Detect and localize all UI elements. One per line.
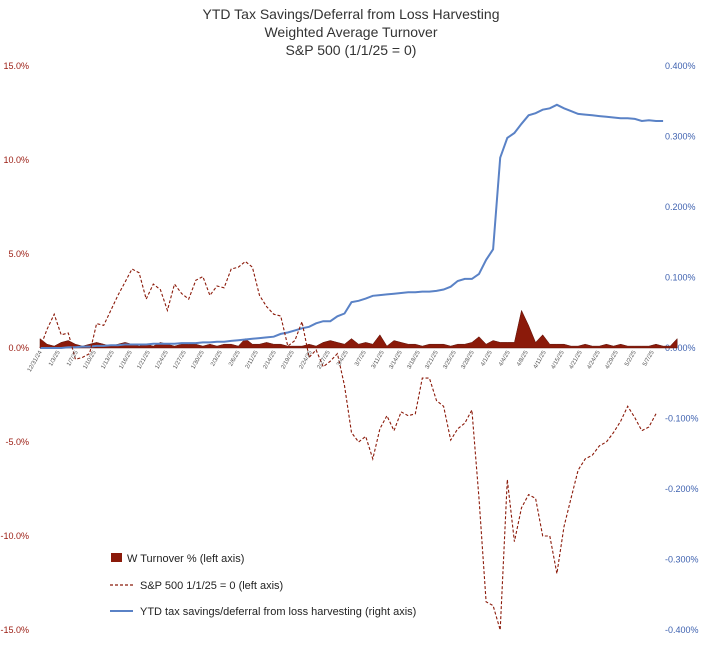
x-tick-label: 3/7/25	[354, 349, 368, 367]
x-tick-label: 4/15/25	[551, 349, 567, 370]
x-tick-label: 4/1/25	[480, 349, 494, 367]
left-tick-label: 0.0%	[8, 343, 29, 353]
x-tick-label: 4/4/25	[498, 349, 512, 367]
chart-subtitle-line-2: S&P 500 (1/1/25 = 0)	[286, 42, 417, 58]
left-tick-label: 10.0%	[3, 155, 29, 165]
right-tick-label: 0.300%	[665, 132, 696, 142]
chart-subtitle-line-1: Weighted Average Turnover	[264, 24, 437, 40]
x-tick-label: 2/27/25	[317, 349, 333, 370]
x-tick-label: 4/24/25	[587, 349, 603, 370]
right-axis-ticks: 0.400% 0.300% 0.200% 0.100% 0.000% -0.100% -0.…	[665, 61, 699, 635]
tax-savings-line	[40, 103, 664, 349]
x-tick-label: 2/3/25	[210, 349, 224, 367]
x-tick-label: 4/8/25	[516, 349, 530, 367]
right-tick-label: 0.000%	[665, 343, 696, 353]
x-tick-label: 2/14/25	[263, 349, 279, 370]
right-tick-label: -0.100%	[665, 414, 699, 424]
x-tick-label: 2/6/25	[228, 349, 242, 367]
x-tick-label: 5/2/25	[624, 349, 638, 367]
x-tick-label: 3/28/25	[461, 349, 477, 370]
plot-area	[39, 103, 678, 631]
x-tick-label: 3/14/25	[389, 349, 405, 370]
x-tick-label: 4/11/25	[533, 349, 548, 370]
left-tick-label: 5.0%	[8, 249, 29, 259]
x-tick-label: 4/29/25	[605, 349, 621, 370]
x-tick-label: 3/25/25	[443, 349, 459, 370]
left-tick-label: -10.0%	[0, 531, 29, 541]
x-tick-label: 1/13/25	[101, 349, 117, 370]
left-tick-label: -5.0%	[5, 437, 29, 447]
right-tick-label: -0.400%	[665, 625, 699, 635]
right-tick-label: 0.400%	[665, 61, 696, 71]
turnover-area	[39, 309, 678, 349]
left-tick-label: -15.0%	[0, 625, 29, 635]
left-tick-label: 15.0%	[3, 61, 29, 71]
x-tick-label: 4/21/25	[569, 349, 585, 370]
x-tick-label: 1/16/25	[119, 349, 135, 370]
x-tick-label: 1/27/25	[173, 349, 189, 370]
x-tick-label: 1/10/25	[83, 349, 99, 370]
legend-label-sp500: S&P 500 1/1/25 = 0 (left axis)	[140, 580, 283, 592]
x-tick-label: 1/3/25	[48, 349, 62, 367]
sp500-line	[39, 260, 657, 631]
x-axis-ticks: 12/31/24 1/3/25 1/7/25 1/10/25 1/13/25 1/16/2…	[27, 349, 656, 373]
x-tick-label: 3/21/25	[425, 349, 441, 370]
x-tick-label: 12/31/24	[27, 349, 44, 373]
x-tick-label: 3/18/25	[407, 349, 423, 370]
x-tick-label: 5/7/25	[642, 349, 656, 367]
x-tick-label: 2/24/25	[299, 349, 315, 370]
x-tick-label: 3/11/25	[371, 349, 386, 370]
legend-swatch-turnover	[111, 553, 122, 562]
right-tick-label: -0.200%	[665, 484, 699, 494]
legend: W Turnover % (left axis) S&P 500 1/1/25 …	[110, 553, 416, 618]
x-tick-label: 1/21/25	[137, 349, 153, 370]
chart-title: YTD Tax Savings/Deferral from Loss Harve…	[203, 6, 500, 22]
x-tick-label: 2/19/25	[281, 349, 297, 370]
right-tick-label: -0.300%	[665, 555, 699, 565]
legend-label-turnover: W Turnover % (left axis)	[127, 553, 244, 565]
legend-label-tax-savings: YTD tax savings/deferral from loss harve…	[140, 606, 416, 618]
x-tick-label: 2/11/25	[245, 349, 260, 370]
x-tick-label: 1/24/25	[155, 349, 171, 370]
right-tick-label: 0.200%	[665, 202, 696, 212]
left-axis-ticks: 15.0% 10.0% 5.0% 0.0% -5.0% -10.0% -15.0%	[0, 61, 29, 635]
right-tick-label: 0.100%	[665, 273, 696, 283]
x-tick-label: 1/30/25	[191, 349, 207, 370]
